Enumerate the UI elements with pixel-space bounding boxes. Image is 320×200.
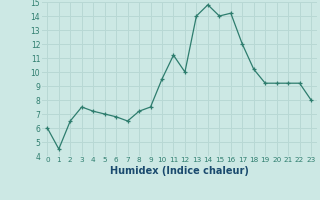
X-axis label: Humidex (Indice chaleur): Humidex (Indice chaleur) bbox=[110, 166, 249, 176]
